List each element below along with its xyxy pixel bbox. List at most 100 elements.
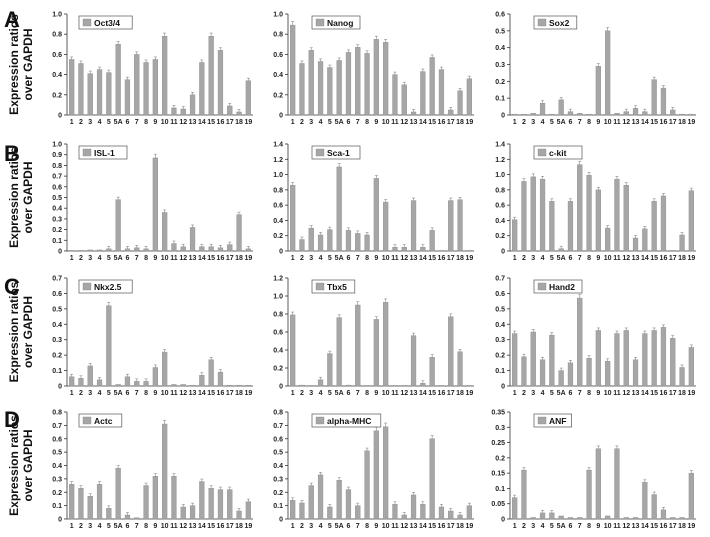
y-tick-label: 0 <box>58 249 62 256</box>
x-tick-label: 10 <box>161 523 169 530</box>
bar-c-kit-11 <box>614 178 620 252</box>
bar-anf-8 <box>586 469 592 520</box>
x-tick-label: 2 <box>79 523 83 530</box>
x-tick-label: 18 <box>456 255 464 262</box>
x-tick-label: 18 <box>235 255 243 262</box>
bar-alpha-mhc-11 <box>392 504 398 520</box>
y-tick-label: 0.1 <box>52 238 62 245</box>
bar-c-kit-1 <box>512 219 518 252</box>
x-tick-label: 13 <box>632 523 640 530</box>
x-tick-label: 13 <box>189 390 197 397</box>
x-tick-label: 8 <box>144 255 148 262</box>
x-tick-label: 3 <box>88 390 92 397</box>
y-tick-label: 0.3 <box>495 425 505 432</box>
x-tick-label: 17 <box>447 523 455 530</box>
bar-isl-1-13 <box>189 227 196 252</box>
bar-nanog-5 <box>327 67 333 116</box>
x-tick-label: 13 <box>410 523 418 530</box>
x-tick-label: 10 <box>604 390 612 397</box>
bar-hand2-5 <box>549 334 555 387</box>
y-tick-label: 0.2 <box>52 490 62 497</box>
bar-isl-1-17 <box>227 244 233 252</box>
bar-sca-1-7 <box>355 233 361 252</box>
x-tick-label: 13 <box>189 523 197 530</box>
bar-nanog-13 <box>410 111 417 116</box>
bar-c-kit-8 <box>586 175 592 252</box>
x-tick-label: 9 <box>374 255 378 262</box>
bar-sox2-5a <box>558 99 564 116</box>
bar-nkx2-5-17 <box>227 385 233 387</box>
bar-c-kit-9 <box>595 189 601 252</box>
y-tick-label: 0.7 <box>52 174 62 181</box>
x-tick-label: 11 <box>170 255 178 262</box>
y-tick-label: 0 <box>58 113 62 120</box>
y-tick-label: 0.8 <box>52 32 62 39</box>
bar-sca-1-9 <box>373 178 379 252</box>
row-letter-a: A <box>4 7 20 32</box>
bar-nanog-17 <box>448 109 454 116</box>
bar-oct3-4-2 <box>78 63 84 116</box>
bar-alpha-mhc-14 <box>420 504 426 520</box>
x-tick-label: 5 <box>107 390 111 397</box>
bar-alpha-mhc-18 <box>457 514 463 520</box>
y-axis-label-line-1: Expression ratios <box>7 14 21 115</box>
legend-swatch <box>82 148 92 157</box>
bar-oct3-4-19 <box>245 80 251 116</box>
x-tick-label: 9 <box>374 390 378 397</box>
bar-actc-1 <box>69 484 75 520</box>
chart-hand2: 00.10.20.30.40.50.60.71 2 3 4 5 5A 6 7 8 9 10 11 12 1… <box>495 276 696 397</box>
bar-anf-7 <box>577 517 583 520</box>
y-tick-label: 0.6 <box>52 52 62 59</box>
legend-swatch <box>82 18 92 27</box>
bar-alpha-mhc-1 <box>290 500 296 520</box>
legend-label: c-kit <box>549 148 567 158</box>
x-tick-label: 10 <box>382 119 390 126</box>
y-tick-label: 0.6 <box>273 436 283 443</box>
legend-label: Nanog <box>327 18 353 28</box>
x-tick-label: 14 <box>641 523 649 530</box>
x-tick-label: 1 <box>70 523 74 530</box>
x-tick-label: 14 <box>641 255 649 262</box>
bar-actc-2 <box>78 488 84 520</box>
bar-nanog-4 <box>317 61 324 116</box>
bar-oct3-4-18 <box>236 111 242 116</box>
x-tick-label: 8 <box>587 390 591 397</box>
y-tick-label: 0.6 <box>495 291 505 298</box>
y-tick-label: 0.4 <box>52 206 62 213</box>
y-tick-label: 0.6 <box>273 330 283 337</box>
legend-label: Sox2 <box>549 18 570 28</box>
x-tick-label: 4 <box>319 523 323 530</box>
x-tick-label: 10 <box>161 255 169 262</box>
bar-hand2-12 <box>623 330 629 387</box>
y-tick-label: 0.7 <box>495 276 505 283</box>
x-tick-label: 2 <box>522 523 526 530</box>
legend-swatch <box>537 282 547 291</box>
x-tick-label: 17 <box>226 523 234 530</box>
bar-anf-4 <box>539 512 546 520</box>
y-tick-label: 0.1 <box>495 96 505 103</box>
x-tick-label: 16 <box>660 523 668 530</box>
x-tick-label: 14 <box>419 390 427 397</box>
bar-isl-1-10 <box>162 212 168 252</box>
y-tick-label: 0.4 <box>495 45 505 52</box>
bar-alpha-mhc-7 <box>355 505 361 520</box>
x-tick-label: 3 <box>309 119 313 126</box>
bar-tbx5-17 <box>448 316 454 387</box>
bar-nkx2-5-11 <box>171 384 177 387</box>
bar-anf-17 <box>670 517 676 520</box>
x-tick-label: 1 <box>291 255 295 262</box>
bar-oct3-4-17 <box>227 105 233 116</box>
x-tick-label: 8 <box>144 390 148 397</box>
x-tick-label: 5A <box>335 390 344 397</box>
x-tick-label: 16 <box>217 255 225 262</box>
legend-label: ANF <box>549 416 566 426</box>
bar-anf-5 <box>549 512 555 520</box>
row-letter-c: C <box>4 274 20 299</box>
bar-sox2-13 <box>632 108 639 116</box>
x-tick-label: 13 <box>632 119 640 126</box>
bar-sca-1-13 <box>410 200 417 252</box>
bar-oct3-4-15 <box>208 36 214 116</box>
x-tick-label: 6 <box>568 255 572 262</box>
y-axis-label-row-4: Expression ratios over GAPDH <box>7 415 35 516</box>
x-tick-label: 19 <box>244 523 252 530</box>
